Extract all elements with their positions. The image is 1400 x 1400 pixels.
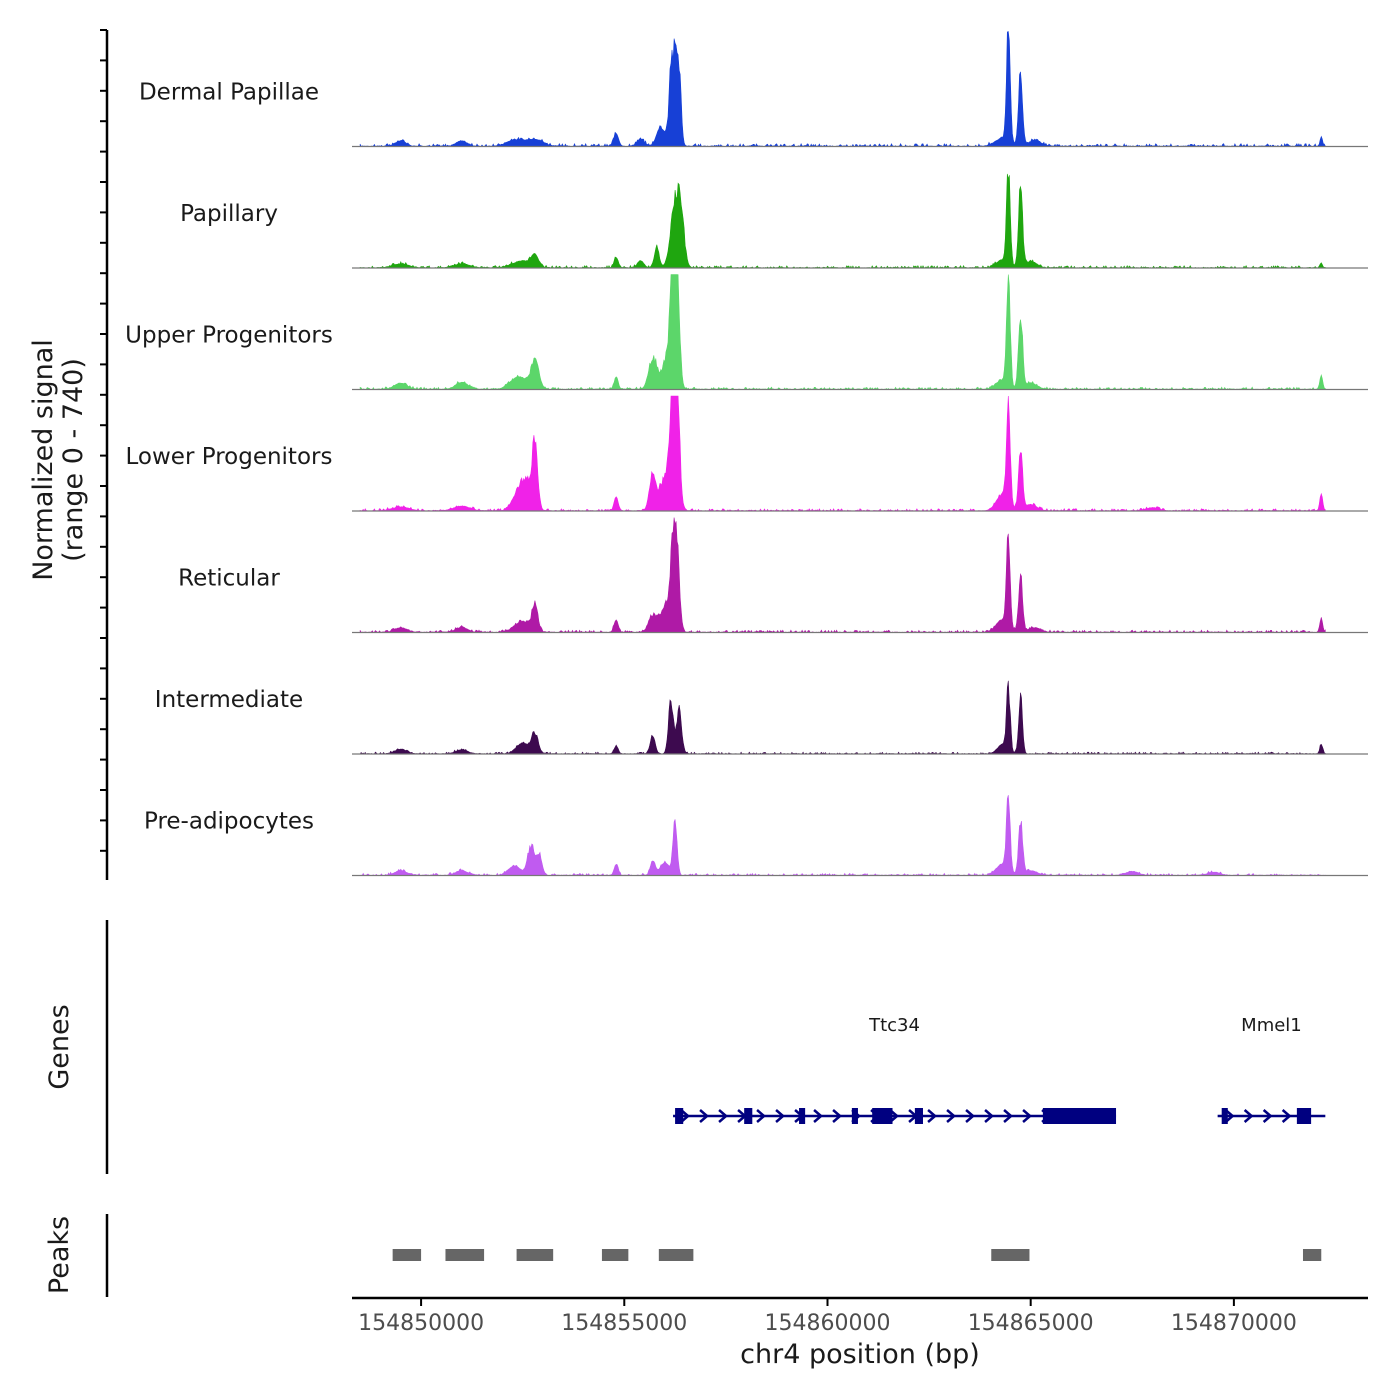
coverage-area — [359, 31, 1326, 148]
strand-arrow — [984, 1109, 994, 1123]
coverage-track: Reticular — [178, 517, 1368, 634]
peak-region — [658, 1249, 694, 1261]
track-label: Reticular — [178, 566, 280, 592]
gene-name-label: Mmel1 — [1241, 1015, 1302, 1036]
x-tick-label: 154855000 — [561, 1311, 687, 1336]
peak-region — [516, 1249, 554, 1261]
x-tick-label: 154850000 — [358, 1311, 484, 1336]
gene-model: Mmel1 — [1217, 1015, 1326, 1124]
strand-arrow — [1003, 1109, 1013, 1123]
coverage-track: Dermal Papillae — [139, 31, 1368, 148]
strand-arrow — [1262, 1109, 1273, 1123]
peaks-track — [392, 1249, 1322, 1261]
strand-arrow — [965, 1109, 975, 1123]
strand-arrow — [699, 1109, 709, 1123]
strand-arrow — [946, 1109, 956, 1123]
gene-exon — [1221, 1108, 1228, 1124]
strand-arrow — [680, 1109, 690, 1123]
gene-exon — [914, 1108, 923, 1124]
track-label: Lower Progenitors — [126, 444, 333, 470]
gene-exon — [872, 1108, 893, 1124]
coverage-y-axis-ticks — [100, 29, 107, 852]
x-axis-title: chr4 position (bp) — [740, 1339, 980, 1370]
gene-exon — [675, 1108, 684, 1124]
track-label: Upper Progenitors — [125, 323, 333, 349]
coverage-track: Pre-adipocytes — [144, 795, 1368, 877]
coverage-track: Upper Progenitors — [125, 274, 1368, 391]
peak-region — [991, 1249, 1030, 1261]
gene-model: Ttc34 — [673, 1015, 1117, 1124]
y-axis-range-label: (range 0 - 740) — [58, 358, 89, 562]
coverage-area — [359, 274, 1326, 391]
peak-region — [1302, 1249, 1322, 1261]
strand-arrow — [1243, 1109, 1254, 1123]
strand-arrow — [1281, 1109, 1292, 1123]
peak-region — [601, 1249, 629, 1261]
gene-exon — [1042, 1108, 1117, 1124]
genes-track: Ttc34 Mmel1 — [673, 1015, 1326, 1124]
strand-arrow — [756, 1109, 766, 1123]
x-axis-ticks: 154850000 154855000 154860000 154865000 1548… — [358, 1298, 1297, 1336]
x-tick-label: 154865000 — [968, 1311, 1094, 1336]
coverage-track: Lower Progenitors — [126, 395, 1368, 512]
coverage-area — [359, 395, 1326, 512]
x-tick-label: 154860000 — [764, 1311, 890, 1336]
strand-arrow — [813, 1109, 823, 1123]
coverage-area — [359, 517, 1326, 634]
x-tick-label: 154870000 — [1171, 1311, 1297, 1336]
y-axis-title: Normalized signal — [28, 339, 59, 581]
coverage-area — [359, 680, 1326, 755]
track-label: Dermal Papillae — [139, 80, 319, 106]
peak-region — [445, 1249, 485, 1261]
gene-exon — [744, 1108, 753, 1124]
strand-arrow — [1022, 1109, 1032, 1123]
strand-arrow — [775, 1109, 785, 1123]
coverage-track: Papillary — [180, 173, 1368, 269]
strand-arrow — [1224, 1109, 1235, 1123]
track-label: Pre-adipocytes — [144, 809, 314, 835]
coverage-area — [360, 795, 1326, 876]
strand-arrow — [832, 1109, 842, 1123]
coverage-area — [359, 173, 1326, 269]
strand-arrow — [927, 1109, 937, 1123]
genes-track-label: Genes — [44, 1004, 75, 1089]
peak-region — [392, 1249, 422, 1261]
y-axis-title-group: Normalized signal (range 0 - 740) — [28, 339, 89, 581]
gene-exon — [1296, 1108, 1312, 1124]
coverage-tracks: Dermal Papillae Papillary Upper Progenitor… — [125, 31, 1368, 877]
track-label: Papillary — [180, 201, 278, 227]
track-label: Intermediate — [155, 687, 303, 713]
gene-exon — [851, 1108, 858, 1124]
strand-arrow — [718, 1109, 728, 1123]
gene-name-label: Ttc34 — [868, 1015, 920, 1036]
peaks-track-label: Peaks — [44, 1216, 75, 1294]
gene-exon — [799, 1108, 806, 1124]
coverage-track: Intermediate — [155, 680, 1368, 755]
